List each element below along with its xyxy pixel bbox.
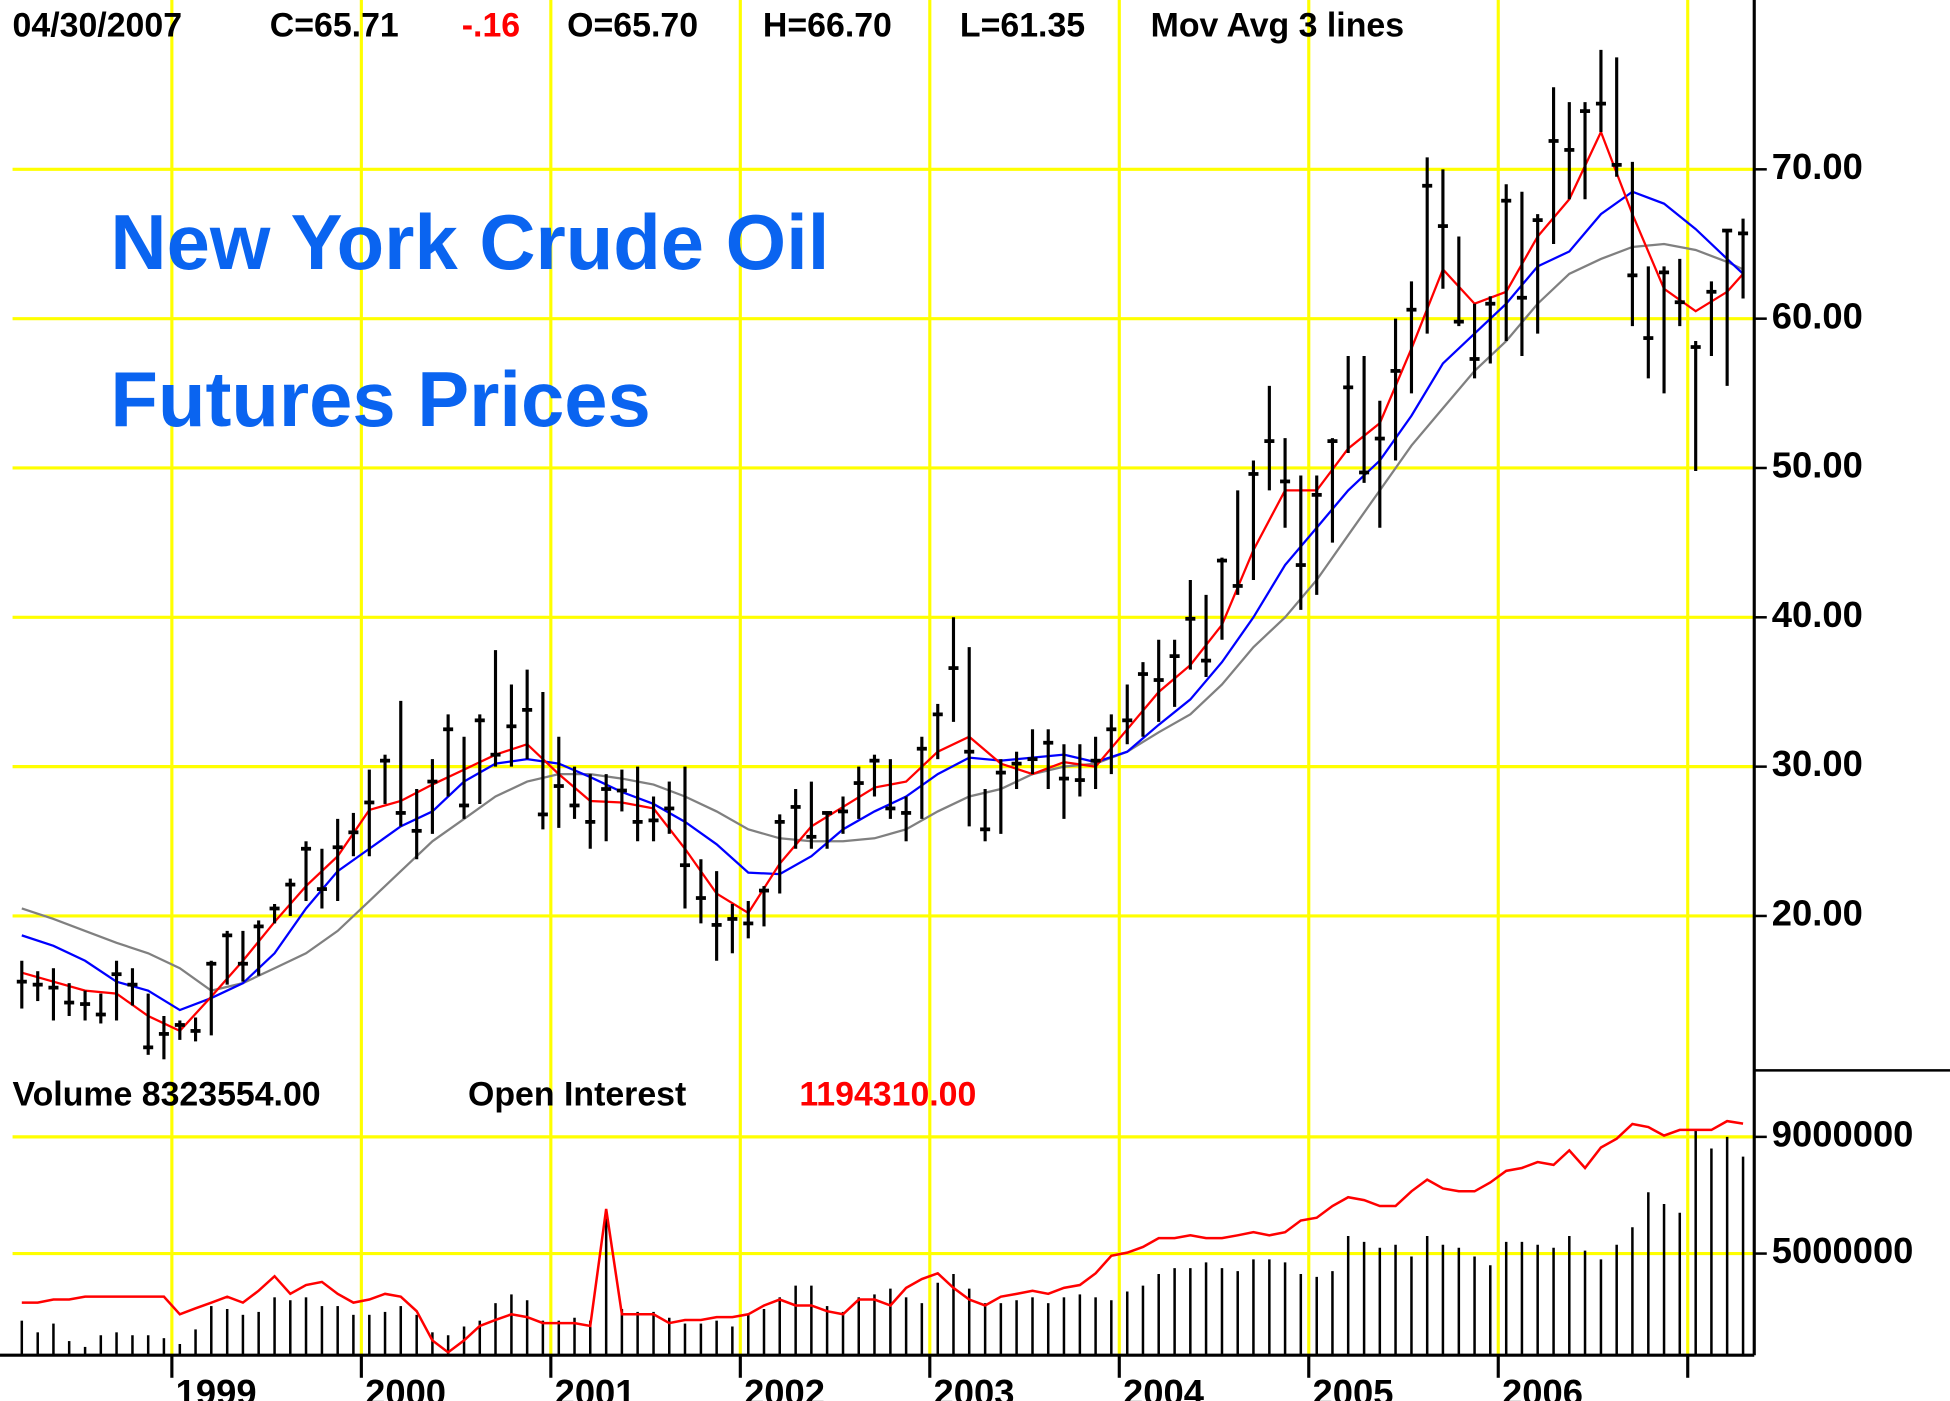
x-tick-label: 2001 [555, 1372, 636, 1401]
y-tick-label: 70.00 [1772, 146, 1863, 187]
x-tick-label: 2003 [934, 1372, 1015, 1401]
x-tick-label: 2004 [1123, 1372, 1205, 1401]
chart-title: New York Crude Oil [110, 200, 829, 286]
volume-header-item: 1194310.00 [799, 1076, 976, 1114]
y-tick-label: 60.00 [1772, 295, 1863, 336]
volume-tick-label: 5000000 [1772, 1230, 1914, 1271]
header-item: L=61.35 [960, 7, 1085, 45]
volume-tick-label: 9000000 [1772, 1113, 1914, 1154]
volume-header-item: Volume 8323554.00 [13, 1076, 321, 1114]
y-tick-label: 30.00 [1772, 743, 1863, 784]
header-item: O=65.70 [567, 7, 698, 45]
header-item: -.16 [462, 7, 520, 45]
x-tick-label: 2000 [365, 1372, 446, 1401]
x-tick-label: 1999 [176, 1372, 257, 1401]
moving-average-line [21, 242, 1744, 992]
open-interest-line [21, 1119, 1744, 1354]
x-tick-label: 2002 [744, 1372, 825, 1401]
x-tick-label: 2005 [1313, 1372, 1394, 1401]
y-tick-label: 50.00 [1772, 445, 1863, 486]
chart-subtitle: Futures Prices [110, 357, 650, 443]
x-tick-label: 2006 [1502, 1372, 1583, 1401]
header-item: 04/30/2007 [13, 7, 182, 45]
y-tick-label: 40.00 [1772, 594, 1863, 635]
y-tick-label: 20.00 [1772, 893, 1863, 934]
header-item: Mov Avg 3 lines [1151, 7, 1404, 45]
grid-layer [12, 0, 1755, 1356]
volume-header-item: Open Interest [468, 1076, 686, 1114]
header-item: H=66.70 [763, 7, 892, 45]
header-item: C=65.71 [270, 7, 399, 45]
